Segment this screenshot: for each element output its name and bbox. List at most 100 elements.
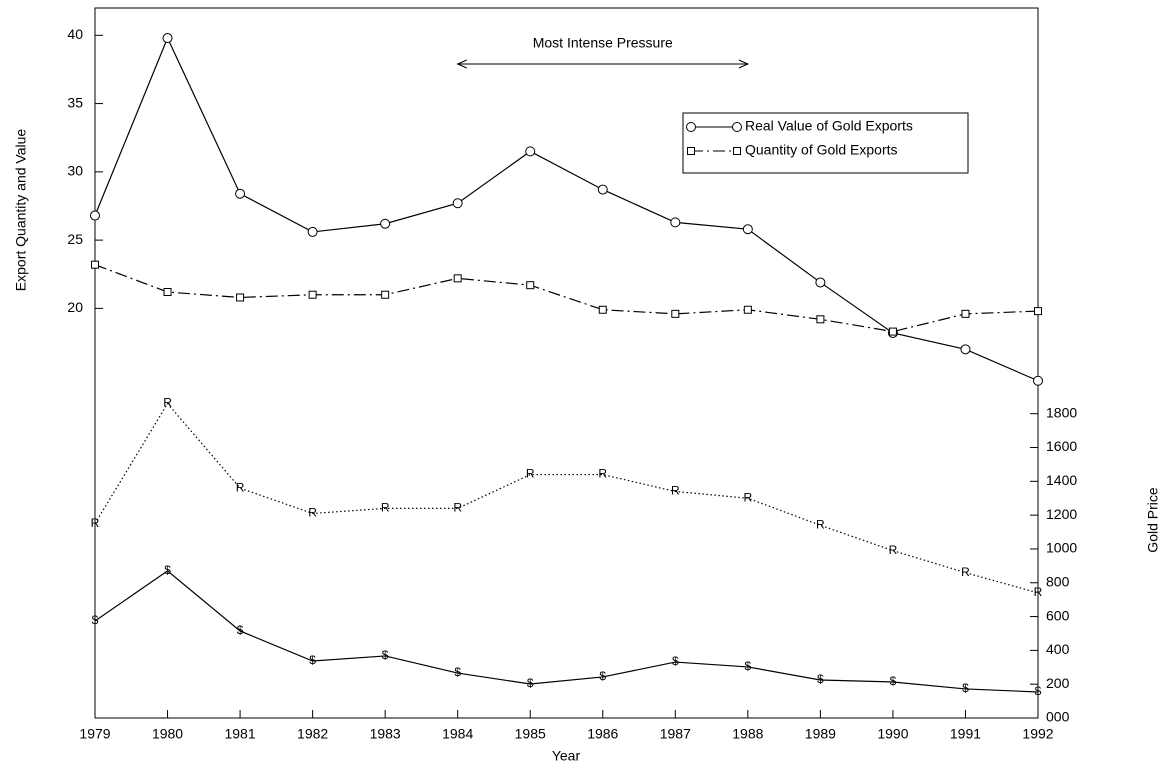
marker: $ [454,665,461,679]
legend-marker [686,122,696,132]
legend-box [682,112,969,174]
x-tick-label: 1979 [79,726,110,742]
marker: R [91,516,100,530]
marker: $ [164,563,171,577]
marker [961,309,970,318]
legend-label: Real Value of Gold Exports [745,118,913,134]
marker [526,281,535,290]
y2-tick-label: 200 [1046,675,1070,691]
y2-tick-label: 600 [1046,607,1070,623]
legend-marker [687,147,695,155]
marker [888,327,897,336]
annotation-text: Most Intense Pressure [533,35,673,51]
y-axis-label: Export Quantity and Value [13,129,29,292]
marker: R [816,517,825,531]
y-tick-label: 35 [67,94,83,110]
marker: $ [382,648,389,662]
marker [743,305,752,314]
x-axis-label: Year [552,748,581,764]
y2-tick-label: 800 [1046,573,1070,589]
y-tick-label: 25 [67,231,83,247]
y-tick-label: 30 [67,163,83,179]
x-tick-label: 1990 [877,726,908,742]
x-tick-label: 1989 [805,726,836,742]
marker [598,305,607,314]
x-tick-label: 1985 [515,726,546,742]
marker: $ [817,672,824,686]
marker [452,198,463,209]
marker [380,218,391,229]
marker [307,226,318,237]
x-tick-label: 1980 [152,726,183,742]
marker: $ [309,653,316,667]
marker: R [889,543,898,557]
marker: $ [599,669,606,683]
arrow-head [738,59,750,69]
y2-axis-label: Gold Price [1145,487,1161,553]
y-tick-label: 20 [67,299,83,315]
marker: R [236,480,245,494]
marker [525,146,536,157]
x-tick-label: 1987 [660,726,691,742]
marker: $ [672,654,679,668]
marker: R [961,565,970,579]
marker: $ [962,681,969,695]
legend-label: Quantity of Gold Exports [745,142,898,158]
marker [381,290,390,299]
arrow-head [456,59,467,69]
marker [816,315,825,324]
marker [671,309,680,318]
marker: R [308,506,317,520]
legend-marker [733,147,741,155]
marker: R [744,490,753,504]
marker: R [671,484,680,498]
y2-tick-label: 1800 [1046,404,1077,420]
marker: R [381,501,390,515]
marker: $ [1035,684,1042,698]
marker: R [453,501,462,515]
marker [742,224,753,235]
x-tick-label: 1991 [950,726,981,742]
series-line [94,36,1039,382]
x-tick-label: 1984 [442,726,473,742]
marker [597,184,608,195]
y2-tick-label: 1200 [1046,506,1077,522]
marker [960,344,971,355]
y2-tick-label: 1400 [1046,472,1077,488]
marker: R [526,467,535,481]
plot-frame [94,7,1039,719]
marker: $ [527,676,534,690]
marker [1034,307,1042,316]
y2-tick-label: 400 [1046,641,1070,657]
x-tick-label: 1981 [224,726,255,742]
marker [91,260,99,269]
marker: $ [890,674,897,688]
marker [163,288,172,296]
series-line [94,402,1039,594]
marker [815,277,826,288]
series-line [94,570,1039,693]
x-tick-label: 1988 [732,726,763,742]
marker: $ [745,659,752,673]
marker: R [1034,585,1043,599]
x-tick-label: 1982 [297,726,328,742]
marker [162,33,173,44]
marker [308,290,317,299]
y2-tick-label: 000 [1046,709,1070,725]
marker [90,210,100,221]
y2-tick-label: 1000 [1046,540,1077,556]
marker [453,274,462,283]
x-tick-label: 1992 [1022,726,1053,742]
series-line [94,264,1039,333]
marker: $ [237,623,244,637]
y-tick-label: 40 [67,26,83,42]
marker: R [163,396,172,410]
marker: $ [92,613,99,627]
y2-tick-label: 1600 [1046,438,1077,454]
x-tick-label: 1983 [370,726,401,742]
marker [1033,375,1043,386]
marker [235,188,246,199]
x-tick-label: 1986 [587,726,618,742]
